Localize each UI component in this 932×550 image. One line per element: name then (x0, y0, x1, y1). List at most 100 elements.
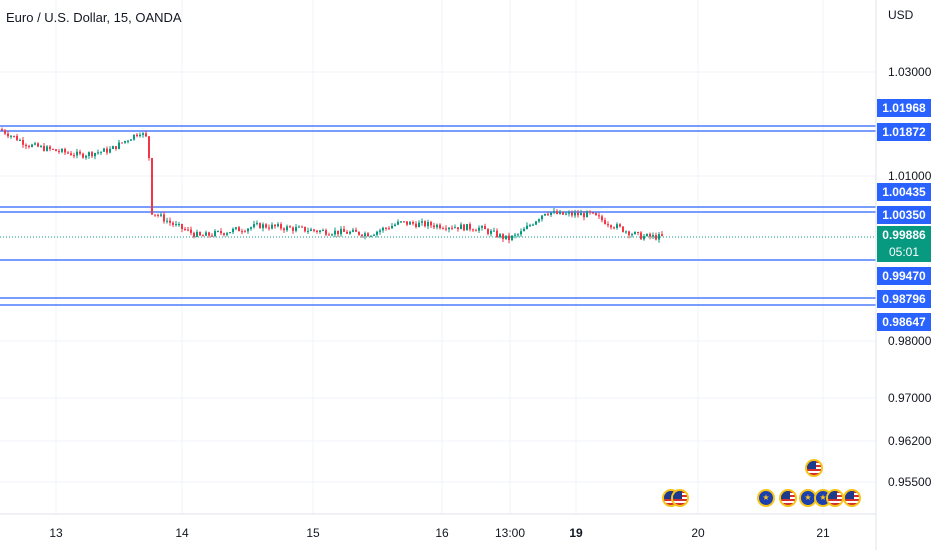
candle-body (346, 231, 348, 234)
candle-body (556, 211, 558, 214)
candle-body (487, 229, 489, 234)
candle-body (118, 142, 120, 149)
candle-body (454, 227, 456, 229)
candle-body (634, 231, 636, 235)
candle-body (337, 230, 339, 235)
candle-body (127, 140, 129, 142)
candle-body (106, 148, 108, 153)
candle-body (478, 227, 480, 231)
candle-body (619, 224, 621, 227)
candle-body (613, 227, 615, 229)
current-price-badge: 0.99886 05:01 (877, 226, 931, 262)
candle-body (637, 231, 639, 233)
candle-body (154, 214, 156, 216)
candle-body (298, 226, 300, 228)
candle-body (160, 214, 162, 216)
candle-body (379, 230, 381, 232)
candle-body (172, 222, 174, 225)
candle-body (292, 227, 294, 231)
time-tick-label: 21 (816, 526, 830, 540)
candle-body (148, 136, 150, 159)
candle-body (577, 212, 579, 216)
candle-body (265, 224, 267, 228)
candle-body (508, 235, 510, 241)
candle-body (403, 221, 405, 223)
candle-body (382, 227, 384, 231)
us-flag-event-icon[interactable] (671, 489, 689, 507)
candle-body (271, 224, 273, 229)
candle-body (124, 140, 126, 143)
candle-body (229, 232, 231, 234)
candle-body (13, 135, 15, 137)
candle-body (325, 230, 327, 235)
candle-body (178, 224, 180, 226)
candle-body (19, 139, 21, 141)
candle-body (349, 231, 351, 234)
candle-body (595, 213, 597, 216)
level-price-tag: 1.00435 (877, 183, 931, 201)
candle-body (97, 152, 99, 154)
candle-body (451, 227, 453, 229)
candle-body (490, 230, 492, 234)
us-flag-event-icon[interactable] (826, 489, 844, 507)
candle-body (181, 224, 183, 229)
candle-body (352, 229, 354, 232)
candle-body (169, 220, 171, 223)
candle-body (55, 149, 57, 152)
candle-body (481, 226, 483, 228)
candle-body (238, 227, 240, 232)
candle-body (133, 134, 135, 140)
candle-body (469, 224, 471, 230)
eu-flag-event-icon[interactable] (757, 489, 775, 507)
grid-lines (0, 0, 876, 514)
candle-body (586, 211, 588, 218)
candle-body (40, 145, 42, 147)
candle-body (547, 213, 549, 215)
candle-body (286, 226, 288, 231)
time-tick-label: 19 (569, 526, 583, 540)
price-axis-ticks: 1.03000 1.01000 0.98000 0.97000 0.96200 0.955… (888, 65, 932, 489)
time-tick-label: 13:00 (495, 526, 525, 540)
candle-body (559, 211, 561, 214)
candle-body (277, 224, 279, 227)
level-price-tag: 0.98796 (877, 290, 931, 308)
candle-body (10, 135, 12, 137)
candle-body (1, 129, 3, 131)
us-flag-event-icon[interactable] (779, 489, 797, 507)
candle-body (88, 152, 90, 156)
candle-body (340, 228, 342, 235)
bar-countdown: 05:01 (888, 245, 920, 259)
candle-body (592, 212, 594, 214)
candle-body (442, 228, 444, 230)
candle-body (202, 235, 204, 237)
candle-body (574, 212, 576, 216)
candle-body (658, 234, 660, 240)
candle-body (331, 234, 333, 236)
candle-body (367, 233, 369, 237)
candle-body (616, 224, 618, 229)
us-flag-event-icon[interactable] (843, 489, 861, 507)
time-axis-ticks: 13 14 15 16 13:00 19 20 21 (49, 526, 830, 540)
candle-body (472, 229, 474, 231)
candle-body (562, 211, 564, 215)
currency-label[interactable]: USD (888, 8, 914, 22)
candle-body (523, 228, 525, 232)
candle-body (493, 230, 495, 232)
candle-body (604, 220, 606, 225)
candle-body (109, 148, 111, 153)
candle-body (73, 155, 75, 157)
candle-body (457, 227, 459, 230)
candle-body (190, 229, 192, 233)
eu-flag-event-icon[interactable] (799, 489, 817, 507)
us-flag-event-icon[interactable] (805, 459, 823, 477)
candle-body (580, 213, 582, 216)
candle-body (532, 224, 534, 226)
candle-body (4, 130, 6, 134)
candle-body (58, 151, 60, 153)
candle-body (412, 221, 414, 224)
candle-body (199, 231, 201, 236)
candle-body (184, 228, 186, 230)
candle-body (208, 232, 210, 236)
candle-body (31, 144, 33, 147)
